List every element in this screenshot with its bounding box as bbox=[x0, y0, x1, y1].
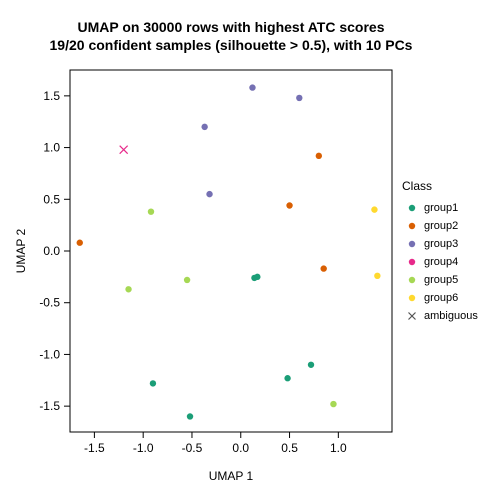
y-tick-label: -1.5 bbox=[39, 399, 60, 413]
y-tick-label: 1.5 bbox=[43, 89, 60, 103]
legend-marker-circle-icon bbox=[409, 205, 415, 211]
data-point bbox=[77, 240, 83, 246]
legend-item-label: group3 bbox=[424, 238, 458, 250]
legend-marker-circle-icon bbox=[409, 241, 415, 247]
legend-title: Class bbox=[402, 179, 432, 193]
data-point bbox=[187, 413, 193, 419]
legend-item-label: group4 bbox=[424, 256, 458, 268]
legend-item-label: group5 bbox=[424, 274, 458, 286]
data-point bbox=[296, 95, 302, 101]
plot-title-line1: UMAP on 30000 rows with highest ATC scor… bbox=[77, 19, 384, 35]
data-point bbox=[249, 84, 255, 90]
data-point bbox=[150, 380, 156, 386]
data-point bbox=[308, 362, 314, 368]
data-point bbox=[284, 375, 290, 381]
x-tick-label: 0.0 bbox=[232, 441, 249, 455]
y-tick-label: 1.0 bbox=[43, 141, 60, 155]
data-point bbox=[316, 153, 322, 159]
data-point bbox=[374, 273, 380, 279]
legend-marker-cross-icon bbox=[409, 313, 416, 320]
legend-marker-circle-icon bbox=[409, 223, 415, 229]
x-tick-label: 1.0 bbox=[330, 441, 347, 455]
y-tick-label: 0.0 bbox=[43, 244, 60, 258]
data-point bbox=[371, 206, 377, 212]
data-point bbox=[206, 191, 212, 197]
data-point bbox=[201, 124, 207, 130]
x-tick-label: 0.5 bbox=[281, 441, 298, 455]
legend-marker-circle-icon bbox=[409, 277, 415, 283]
data-point bbox=[184, 277, 190, 283]
data-point bbox=[320, 265, 326, 271]
x-tick-label: -0.5 bbox=[182, 441, 203, 455]
y-axis-label: UMAP 2 bbox=[14, 228, 28, 273]
y-tick-label: -1.0 bbox=[39, 347, 60, 361]
legend-marker-circle-icon bbox=[409, 295, 415, 301]
data-point bbox=[125, 286, 131, 292]
plot-panel-border bbox=[70, 70, 392, 432]
legend-item-label: ambiguous bbox=[424, 310, 478, 322]
x-axis-label: UMAP 1 bbox=[209, 469, 254, 483]
data-point bbox=[286, 202, 292, 208]
y-tick-label: -0.5 bbox=[39, 296, 60, 310]
legend-item-label: group2 bbox=[424, 220, 458, 232]
data-point bbox=[148, 208, 154, 214]
x-tick-label: -1.0 bbox=[133, 441, 154, 455]
umap-scatter-plot: -1.5 -1.0 -0.5 0.0 0.5 1.0 -1.5 -1.0 -0.5 0.0 0.5 1… bbox=[0, 0, 504, 504]
plot-title-line2: 19/20 confident samples (silhouette > 0.… bbox=[50, 37, 413, 53]
legend-item-label: group6 bbox=[424, 292, 458, 304]
data-point bbox=[330, 401, 336, 407]
data-point bbox=[120, 146, 128, 154]
y-tick-label: 0.5 bbox=[43, 192, 60, 206]
x-tick-label: -1.5 bbox=[84, 441, 105, 455]
legend-item-label: group1 bbox=[424, 202, 458, 214]
data-point bbox=[254, 274, 260, 280]
legend-marker-circle-icon bbox=[409, 259, 415, 265]
